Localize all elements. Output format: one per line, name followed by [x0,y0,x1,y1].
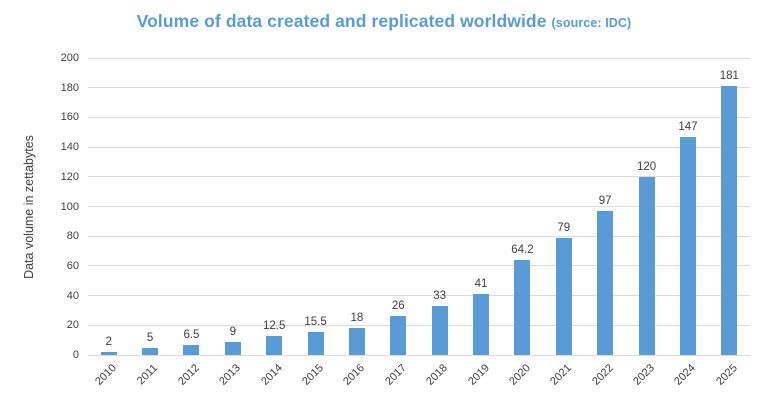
y-tick-label: 200 [60,52,79,64]
bar-2018 [431,306,448,355]
bar-value-label: 41 [474,278,488,291]
bar-value-label: 18 [350,312,364,325]
gridline [88,235,750,237]
x-tick-label: 2019 [465,362,492,388]
gridline [88,87,750,89]
x-tick-label: 2020 [507,362,533,388]
y-tick-label: 180 [60,81,79,94]
y-tick-label: 140 [60,141,79,154]
bar-value-label: 97 [598,194,612,207]
x-tick-label: 2022 [589,362,616,388]
gridline [88,57,750,59]
bar-2014 [266,336,283,355]
x-tick-label: 2018 [424,362,451,388]
gridline [88,295,750,297]
bar-value-label: 6.5 [183,329,200,342]
plot-area: 0 20 40 60 80 100 120 140 160 180 200 2 2010 5 2011 6.5… [61,52,750,388]
bar-value-label: 33 [433,290,447,302]
bar-2017 [390,316,407,355]
x-tick-label: 2016 [341,362,368,388]
x-tick-label: 2010 [93,362,120,388]
chart-title: Volume of data created and replicated wo… [0,11,768,32]
bar-value-label: 147 [678,120,698,133]
x-tick-label: 2017 [382,362,409,388]
x-tick-label: 2012 [176,362,202,388]
bar-value-label: 2 [105,336,112,349]
bar-value-label: 12.5 [262,320,286,333]
bar-value-label: 64.2 [511,243,534,256]
x-tick-label: 2025 [713,362,740,388]
bar-value-label: 5 [146,331,154,344]
gridline [88,354,750,356]
bar-value-label: 120 [636,160,657,173]
y-tick-label: 80 [66,230,79,243]
x-tick-label: 2023 [631,362,658,388]
y-tick-label: 100 [60,200,79,213]
bar-2016 [348,328,365,355]
bar-2015 [307,331,324,355]
x-tick-label: 2014 [258,362,285,388]
x-tick-label: 2021 [548,362,575,388]
bar-2011 [142,347,159,355]
y-tick-label: 40 [66,289,79,302]
x-tick-label: 2011 [135,362,161,388]
bar-2023 [638,176,655,355]
bar-2024 [679,136,696,355]
bar-2021 [555,237,572,355]
gridline [88,116,750,118]
bar-value-label: 26 [391,300,405,313]
gridline [88,146,750,148]
bar-value-label: 79 [557,221,571,234]
y-tick-label: 160 [60,111,79,124]
y-tick-label: 20 [66,319,79,332]
y-tick-label: 0 [72,349,79,361]
bar-value-label: 9 [229,325,237,338]
x-tick-label: 2024 [672,362,699,388]
bar-2013 [224,341,241,355]
y-tick-label: 60 [66,259,79,272]
bar-2010 [100,352,117,355]
bar-2020 [514,259,531,355]
bar-2019 [473,294,490,355]
bar-2022 [597,210,614,355]
gridline [88,265,750,267]
gridline [88,176,750,178]
y-axis-title: Data volume in zettabytes [22,135,36,279]
y-tick-label: 120 [60,170,79,183]
chart-title-source: (source: IDC) [551,16,632,30]
bar-value-label: 181 [719,70,739,83]
gridline [88,324,750,326]
bar-2025 [721,86,738,355]
bar-2012 [183,345,200,355]
bar-value-label: 15.5 [304,315,327,328]
x-tick-label: 2013 [217,362,244,388]
chart-title-text: Volume of data created and replicated wo… [136,11,547,31]
x-tick-label: 2015 [300,362,327,388]
gridline [88,206,750,207]
